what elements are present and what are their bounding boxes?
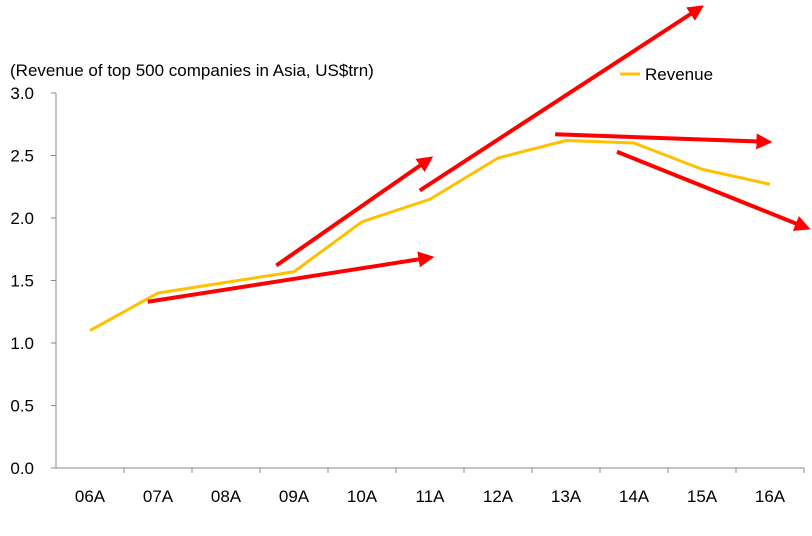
- trend-arrow: [420, 9, 698, 190]
- y-tick-label: 2.5: [10, 147, 34, 166]
- y-tick-label: 0.0: [10, 459, 34, 478]
- y-tick-label: 1.0: [10, 334, 34, 353]
- chart-title: (Revenue of top 500 companies in Asia, U…: [10, 61, 374, 80]
- trend-arrow: [617, 152, 804, 227]
- legend: Revenue: [620, 65, 713, 84]
- y-tick-label: 1.5: [10, 272, 34, 291]
- legend-label: Revenue: [645, 65, 713, 84]
- trend-arrow: [148, 258, 427, 302]
- x-tick-label: 13A: [551, 487, 582, 506]
- x-tick-label: 14A: [619, 487, 650, 506]
- x-tick-label: 16A: [755, 487, 786, 506]
- x-tick-label: 11A: [416, 487, 446, 506]
- x-tick-label: 07A: [143, 487, 174, 506]
- x-tick-label: 10A: [347, 487, 378, 506]
- x-tick-label: 09A: [279, 487, 310, 506]
- x-tick-label: 06A: [75, 487, 106, 506]
- x-tick-label: 15A: [687, 487, 718, 506]
- y-tick-label: 3.0: [10, 84, 34, 103]
- x-tick-label: 12A: [483, 487, 514, 506]
- y-tick-label: 2.0: [10, 209, 34, 228]
- revenue-series-line: [90, 141, 770, 331]
- x-tick-label: 08A: [211, 487, 242, 506]
- y-tick-label: 0.5: [10, 397, 34, 416]
- trend-arrow: [276, 161, 427, 266]
